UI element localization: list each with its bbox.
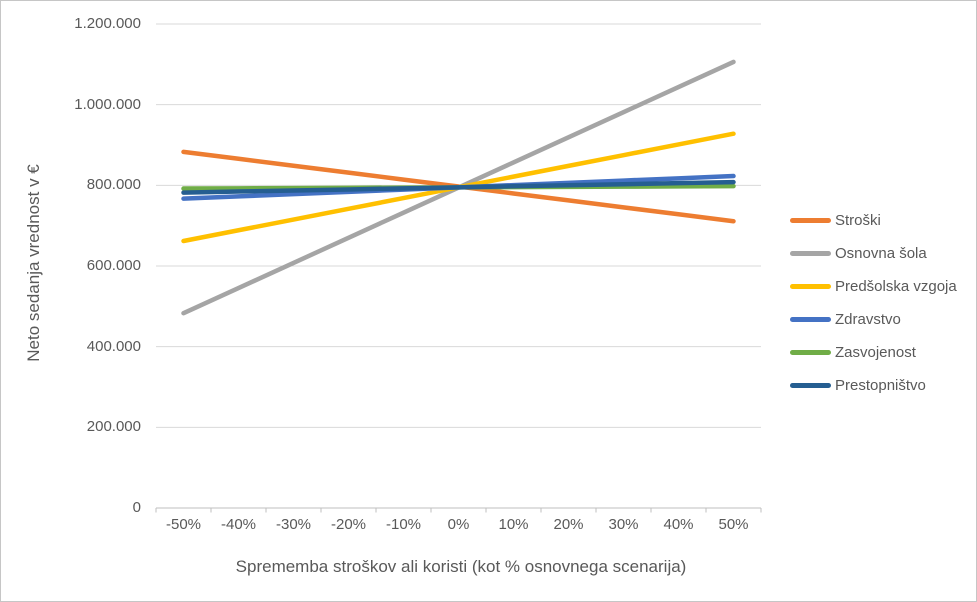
legend-label: Osnovna šola — [835, 244, 927, 262]
legend-label: Stroški — [835, 211, 881, 229]
y-tick-label: 200.000 — [86, 418, 141, 436]
legend-item-Osnovna šola: Osnovna šola — [790, 243, 927, 263]
x-tick-label: 50% — [718, 516, 749, 533]
legend-swatch-icon — [790, 382, 831, 388]
y-tick-label: 1.200.000 — [74, 15, 141, 32]
x-tick-label: 0% — [447, 516, 470, 533]
legend-label: Zdravstvo — [835, 310, 901, 328]
x-tick-label: 30% — [608, 516, 639, 533]
x-tick-label: -30% — [275, 516, 312, 533]
legend-item-Prestopništvo: Prestopništvo — [790, 375, 926, 395]
y-tick-label: 1.000.000 — [74, 95, 141, 113]
x-tick-label: -10% — [385, 516, 422, 533]
y-tick-label: 0 — [132, 499, 141, 516]
x-tick-label: -50% — [165, 516, 202, 533]
x-tick-label: 20% — [553, 516, 584, 533]
legend-item-Zdravstvo: Zdravstvo — [790, 309, 901, 329]
legend-swatch-icon — [790, 250, 831, 256]
legend-label: Predšolska vzgoja — [835, 277, 957, 295]
y-axis-title: Neto sedanja vrednost v € — [24, 164, 43, 362]
legend-label: Prestopništvo — [835, 376, 926, 394]
y-tick-label: 600.000 — [86, 257, 141, 274]
legend-item-Zasvojenost: Zasvojenost — [790, 342, 916, 362]
x-tick-label: 10% — [498, 516, 529, 533]
legend-swatch-icon — [790, 217, 831, 223]
legend-swatch-icon — [790, 316, 831, 322]
x-tick-label: -40% — [220, 516, 257, 533]
y-tick-label: 400.000 — [86, 337, 141, 355]
x-axis-title: Sprememba stroškov ali koristi (kot % os… — [235, 557, 687, 576]
legend-label: Zasvojenost — [835, 343, 916, 361]
x-tick-label: 40% — [663, 516, 694, 533]
x-tick-label: -20% — [330, 516, 367, 533]
legend-item-Predšolska vzgoja: Predšolska vzgoja — [790, 276, 957, 296]
legend-swatch-icon — [790, 283, 831, 289]
legend-item-Stroški: Stroški — [790, 210, 881, 230]
series-line-Prestopništvo — [181, 179, 736, 195]
legend-swatch-icon — [790, 349, 831, 355]
y-tick-label: 800.000 — [86, 176, 141, 194]
